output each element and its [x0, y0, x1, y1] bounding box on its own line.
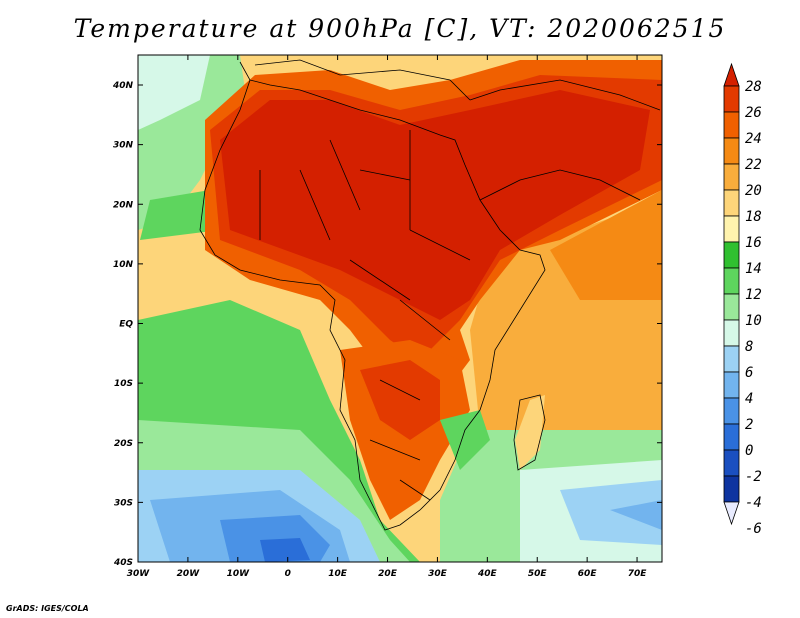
colorbar-swatch — [723, 423, 740, 451]
colorbar-label: 18 — [745, 209, 762, 225]
colorbar-label: -6 — [745, 521, 762, 537]
colorbar-swatch — [723, 267, 740, 295]
colorbar-top-arrow — [723, 62, 740, 87]
lon-tick-label: 10W — [227, 569, 251, 579]
credit-text: GrADS: IGES/COLA — [6, 604, 89, 613]
plot-frame — [137, 54, 663, 563]
colorbar-swatch — [723, 319, 740, 347]
colorbar-swatch — [723, 475, 740, 503]
lon-tick-label: 70E — [628, 569, 648, 579]
colorbar-label: 0 — [745, 443, 753, 459]
lon-tick-label: 60E — [578, 569, 598, 579]
colorbar-label: 20 — [745, 183, 762, 199]
lat-tick-label: 30N — [113, 141, 134, 151]
lon-tick-label: 50E — [528, 569, 548, 579]
colorbar-label: -2 — [745, 469, 762, 485]
colorbar-swatch — [723, 241, 740, 269]
colorbar-label: 8 — [745, 339, 753, 355]
lon-tick-label: 30E — [428, 569, 448, 579]
colorbar-swatch — [723, 345, 740, 373]
lat-tick-label: 10S — [114, 379, 133, 389]
colorbar-label: 12 — [745, 287, 762, 303]
lat-tick-label: 30S — [114, 498, 133, 508]
colorbar-swatch — [723, 371, 740, 399]
colorbar-swatch — [723, 449, 740, 477]
colorbar-swatch — [723, 163, 740, 191]
map-title: Temperature at 900hPa [C], VT: 202006251… — [73, 14, 727, 43]
lat-tick-label: 40N — [112, 81, 134, 91]
colorbar-swatch — [723, 293, 740, 321]
colorbar-swatch — [723, 397, 740, 425]
colorbar-label: 16 — [745, 235, 762, 251]
colorbar-swatch — [723, 215, 740, 243]
colorbar-label: 4 — [745, 391, 753, 407]
lat-axis: 40N 30N 20N 10N EQ 10S 20S 30S 40S — [112, 81, 662, 568]
coastlines — [199, 59, 661, 531]
colorbar-swatch — [723, 111, 740, 139]
colorbar-label: 6 — [745, 365, 753, 381]
colorbar-label: -4 — [745, 495, 762, 511]
lat-tick-label: 40S — [113, 558, 133, 568]
lat-tick-label: EQ — [119, 320, 133, 330]
lon-tick-label: 20E — [378, 569, 398, 579]
temperature-field — [138, 55, 662, 562]
colorbar-swatch — [723, 137, 740, 165]
lat-tick-label: 20N — [113, 200, 134, 210]
colorbar-swatch — [723, 189, 740, 217]
lon-tick-label: 10E — [328, 569, 348, 579]
colorbar-bottom-arrow — [723, 501, 740, 526]
colorbar-swatch — [723, 85, 740, 113]
colorbar-label: 26 — [745, 105, 762, 121]
lon-tick-label: 30W — [127, 569, 151, 579]
lon-tick-label: 20W — [177, 569, 201, 579]
lat-tick-label: 20S — [114, 439, 133, 449]
colorbar-label: 24 — [745, 131, 762, 147]
lon-tick-label: 40E — [477, 569, 498, 579]
lon-tick-label: 0 — [285, 569, 291, 579]
colorbar-label: 28 — [745, 79, 762, 95]
lat-tick-label: 10N — [113, 260, 134, 270]
colorbar-label: 14 — [745, 261, 762, 277]
colorbar-label: 10 — [745, 313, 762, 329]
colorbar-label: 2 — [745, 417, 753, 433]
colorbar-label: 22 — [745, 157, 762, 173]
lon-axis: 30W 20W 10W 0 10E 20E 30E 40E 50E 60E 70E — [127, 55, 647, 579]
